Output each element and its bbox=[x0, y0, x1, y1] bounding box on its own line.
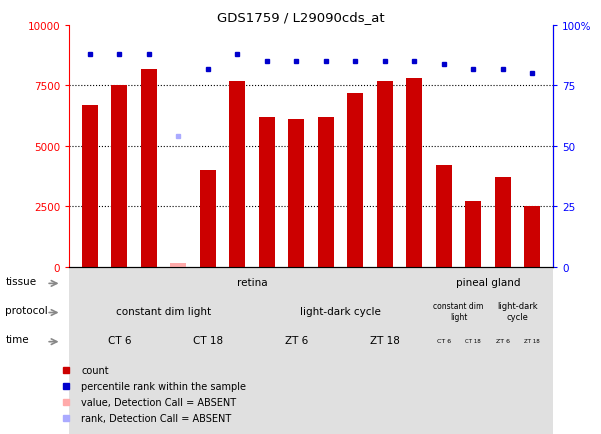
Text: constant dim
light: constant dim light bbox=[433, 302, 484, 321]
Text: percentile rank within the sample: percentile rank within the sample bbox=[81, 381, 246, 391]
Text: CT 18: CT 18 bbox=[193, 335, 223, 345]
Text: CT 6: CT 6 bbox=[108, 335, 131, 345]
Bar bbox=[141, 69, 157, 267]
Bar bbox=[200, 171, 216, 267]
Text: protocol: protocol bbox=[5, 305, 48, 315]
Text: value, Detection Call = ABSENT: value, Detection Call = ABSENT bbox=[81, 397, 236, 407]
Bar bbox=[377, 82, 393, 267]
Text: count: count bbox=[81, 365, 109, 375]
Text: CT 18: CT 18 bbox=[465, 338, 481, 343]
Text: ZT 6: ZT 6 bbox=[496, 338, 510, 343]
Bar bbox=[465, 202, 481, 267]
Text: light-dark cycle: light-dark cycle bbox=[300, 306, 381, 316]
Bar bbox=[524, 207, 540, 267]
Text: constant dim light: constant dim light bbox=[116, 306, 211, 316]
Bar bbox=[82, 105, 98, 267]
Bar bbox=[436, 166, 452, 267]
Bar bbox=[69, 267, 553, 434]
Text: GDS1759 / L29090cds_at: GDS1759 / L29090cds_at bbox=[217, 11, 384, 24]
Text: retina: retina bbox=[237, 277, 267, 287]
Text: pineal gland: pineal gland bbox=[456, 277, 520, 287]
Text: ZT 18: ZT 18 bbox=[525, 338, 540, 343]
Text: tissue: tissue bbox=[5, 276, 37, 286]
Bar bbox=[229, 82, 245, 267]
Text: rank, Detection Call = ABSENT: rank, Detection Call = ABSENT bbox=[81, 413, 231, 423]
Bar bbox=[318, 118, 334, 267]
Bar bbox=[288, 120, 304, 267]
Bar bbox=[170, 263, 186, 267]
Bar bbox=[258, 118, 275, 267]
Bar bbox=[495, 178, 511, 267]
Bar bbox=[406, 79, 423, 267]
Text: light-dark
cycle: light-dark cycle bbox=[497, 302, 538, 321]
Text: CT 6: CT 6 bbox=[437, 338, 451, 343]
Text: ZT 6: ZT 6 bbox=[285, 335, 308, 345]
Bar bbox=[347, 93, 364, 267]
Text: ZT 18: ZT 18 bbox=[370, 335, 400, 345]
Text: time: time bbox=[5, 334, 29, 344]
Bar bbox=[111, 86, 127, 267]
